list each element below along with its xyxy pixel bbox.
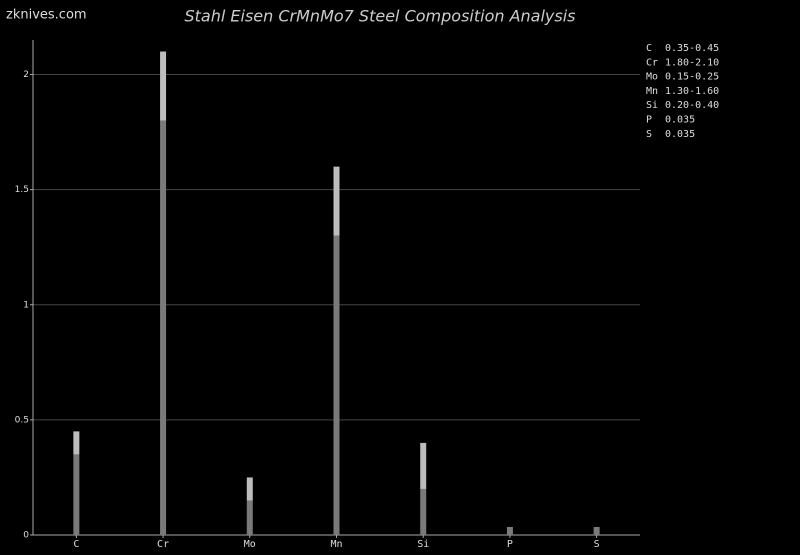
bar-segment [593,526,600,535]
bar-segment [73,431,80,455]
y-tick-label: 0 [23,531,29,541]
bar-segment [420,442,427,489]
legend-element: Cr [646,57,658,68]
chart-title: Stahl Eisen CrMnMo7 Steel Composition An… [185,7,576,26]
x-tick-label: Mo [244,539,256,550]
legend-element: S [646,129,652,140]
legend-range: 1.30-1.60 [665,86,719,97]
watermark: zknives.com [6,8,87,23]
legend-range: 0.20-0.40 [665,100,719,111]
legend-element: Mn [646,86,658,97]
legend-range: 0.035 [665,129,695,140]
bar-segment [160,120,167,536]
bar-segment [160,51,167,121]
bar-segment [506,526,513,535]
x-tick-label: P [507,539,513,550]
y-tick-label: 2 [23,70,29,80]
legend-range: 1.80-2.10 [665,57,719,68]
legend-element: C [646,43,652,54]
y-tick-label: 1 [23,300,29,310]
bar-segment [420,488,427,535]
y-tick-label: 0.5 [15,415,29,425]
legend-range: 0.35-0.45 [665,43,719,54]
legend-range: 0.035 [665,115,695,126]
bar-segment [333,235,340,535]
x-tick-label: C [73,539,79,550]
legend-range: 0.15-0.25 [665,72,719,83]
x-tick-label: Si [417,539,429,550]
legend-element: P [646,115,652,126]
legend-element: Si [646,100,658,111]
bar-segment [333,166,340,236]
y-tick-label: 1.5 [15,185,29,195]
bar-segment [73,454,80,535]
bar-segment [246,500,253,535]
bar-segment [246,477,253,501]
x-tick-label: S [594,539,600,550]
legend-element: Mo [646,72,658,83]
x-tick-label: Cr [157,539,169,550]
x-tick-label: Mn [330,539,342,550]
